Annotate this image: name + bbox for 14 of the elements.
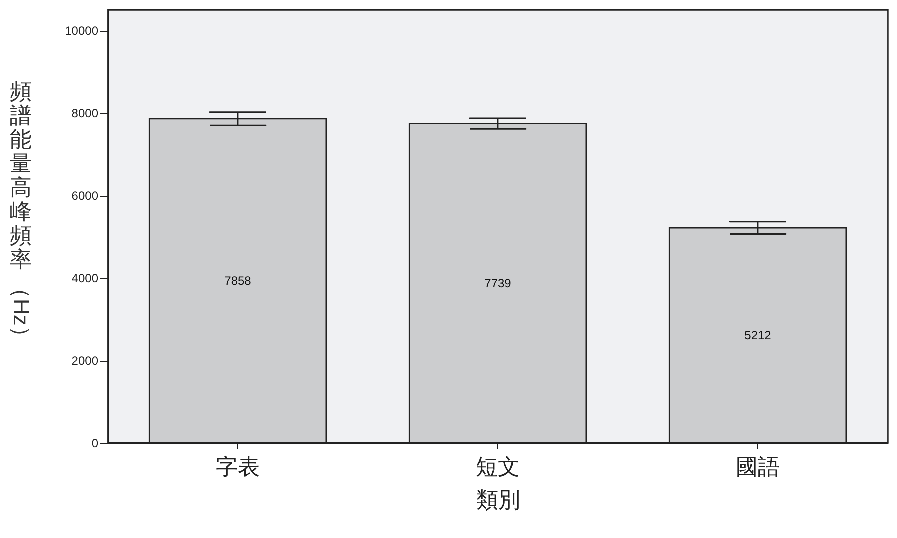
y-tick-label: 6000 bbox=[72, 189, 99, 204]
x-axis-title: 類別 bbox=[476, 488, 520, 512]
y-tick-label: 10000 bbox=[65, 24, 99, 38]
y-tick-label: 2000 bbox=[72, 354, 99, 368]
x-tick-label: 國語 bbox=[736, 454, 780, 480]
x-tick-label: 短文 bbox=[476, 454, 520, 480]
data-label: 7739 bbox=[484, 276, 512, 290]
x-tick-label: 字表 bbox=[216, 454, 260, 480]
y-tick-label: 8000 bbox=[72, 106, 99, 121]
y-tick-label: 4000 bbox=[72, 272, 99, 286]
y-tick-label: 0 bbox=[92, 436, 99, 450]
text: 頻譜能量高峰頻率（Hz） bbox=[9, 79, 34, 348]
data-label: 5212 bbox=[744, 328, 772, 343]
data-label: 7858 bbox=[224, 274, 252, 288]
